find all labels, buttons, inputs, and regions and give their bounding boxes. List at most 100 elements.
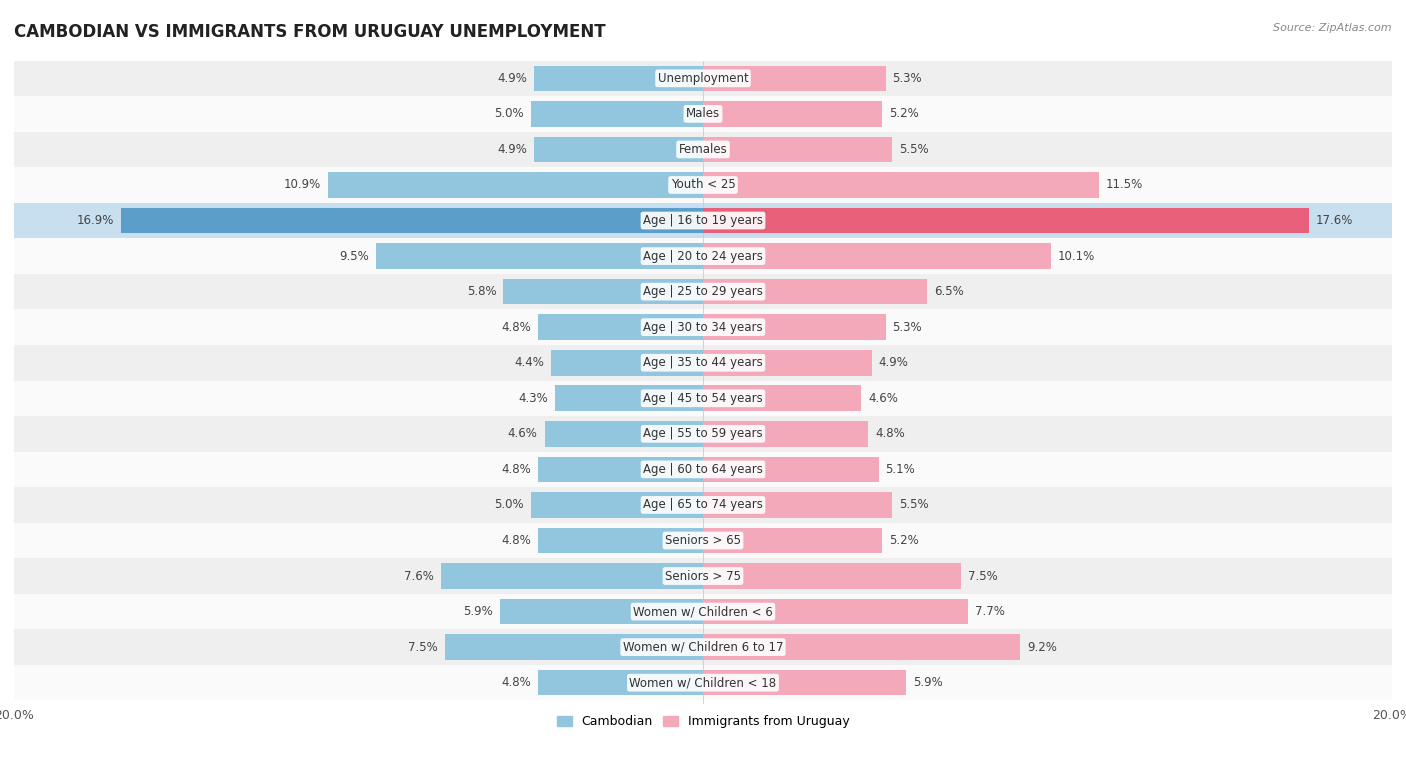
Bar	[703, 528, 882, 553]
Text: Age | 20 to 24 years: Age | 20 to 24 years	[643, 250, 763, 263]
Bar	[531, 492, 703, 518]
Bar	[703, 207, 1309, 233]
Bar	[499, 599, 703, 625]
Bar	[703, 314, 886, 340]
Bar	[537, 528, 703, 553]
Text: 5.9%: 5.9%	[463, 605, 494, 618]
Bar	[14, 274, 1392, 310]
Text: 9.2%: 9.2%	[1026, 640, 1057, 653]
Bar	[14, 416, 1392, 452]
Text: Source: ZipAtlas.com: Source: ZipAtlas.com	[1274, 23, 1392, 33]
Bar	[703, 599, 969, 625]
Bar	[703, 136, 893, 162]
Bar	[14, 452, 1392, 488]
Bar	[555, 385, 703, 411]
Bar	[534, 66, 703, 91]
Text: Unemployment: Unemployment	[658, 72, 748, 85]
Text: 4.8%: 4.8%	[501, 463, 531, 476]
Text: 4.3%: 4.3%	[519, 392, 548, 405]
Text: 5.5%: 5.5%	[900, 498, 929, 512]
Bar	[551, 350, 703, 375]
Bar	[14, 238, 1392, 274]
Text: Age | 60 to 64 years: Age | 60 to 64 years	[643, 463, 763, 476]
Bar	[14, 310, 1392, 345]
Bar	[444, 634, 703, 660]
Text: 6.5%: 6.5%	[934, 285, 963, 298]
Bar	[14, 593, 1392, 629]
Bar	[531, 101, 703, 126]
Text: Age | 35 to 44 years: Age | 35 to 44 years	[643, 357, 763, 369]
Text: 5.0%: 5.0%	[495, 107, 524, 120]
Text: 7.6%: 7.6%	[405, 569, 434, 583]
Text: CAMBODIAN VS IMMIGRANTS FROM URUGUAY UNEMPLOYMENT: CAMBODIAN VS IMMIGRANTS FROM URUGUAY UNE…	[14, 23, 606, 41]
Text: Women w/ Children < 6: Women w/ Children < 6	[633, 605, 773, 618]
Text: Women w/ Children < 18: Women w/ Children < 18	[630, 676, 776, 689]
Text: 10.1%: 10.1%	[1057, 250, 1095, 263]
Text: 4.8%: 4.8%	[501, 676, 531, 689]
Text: Age | 45 to 54 years: Age | 45 to 54 years	[643, 392, 763, 405]
Text: 4.6%: 4.6%	[869, 392, 898, 405]
Bar	[703, 670, 907, 696]
Bar	[703, 492, 893, 518]
Text: 5.0%: 5.0%	[495, 498, 524, 512]
Bar	[544, 421, 703, 447]
Text: Age | 30 to 34 years: Age | 30 to 34 years	[643, 321, 763, 334]
Bar	[703, 563, 962, 589]
Bar	[703, 243, 1050, 269]
Text: 10.9%: 10.9%	[284, 179, 321, 192]
Bar	[703, 456, 879, 482]
Bar	[534, 136, 703, 162]
Text: 5.2%: 5.2%	[889, 534, 918, 547]
Text: 4.8%: 4.8%	[875, 428, 905, 441]
Text: 4.9%: 4.9%	[498, 72, 527, 85]
Bar	[703, 350, 872, 375]
Bar	[375, 243, 703, 269]
Text: 5.3%: 5.3%	[893, 72, 922, 85]
Bar	[121, 207, 703, 233]
Text: Age | 65 to 74 years: Age | 65 to 74 years	[643, 498, 763, 512]
Text: 4.8%: 4.8%	[501, 534, 531, 547]
Bar	[14, 558, 1392, 593]
Bar	[14, 132, 1392, 167]
Text: 7.7%: 7.7%	[976, 605, 1005, 618]
Bar	[537, 670, 703, 696]
Text: Seniors > 75: Seniors > 75	[665, 569, 741, 583]
Text: 4.6%: 4.6%	[508, 428, 537, 441]
Text: Females: Females	[679, 143, 727, 156]
Bar	[703, 101, 882, 126]
Bar	[14, 203, 1392, 238]
Text: 16.9%: 16.9%	[76, 214, 114, 227]
Bar	[537, 456, 703, 482]
Bar	[14, 665, 1392, 700]
Text: 7.5%: 7.5%	[408, 640, 437, 653]
Bar	[14, 96, 1392, 132]
Bar	[703, 634, 1019, 660]
Bar	[14, 488, 1392, 522]
Bar	[14, 522, 1392, 558]
Text: 5.9%: 5.9%	[912, 676, 943, 689]
Bar	[537, 314, 703, 340]
Bar	[703, 279, 927, 304]
Bar	[703, 172, 1099, 198]
Text: 5.1%: 5.1%	[886, 463, 915, 476]
Text: 4.9%: 4.9%	[879, 357, 908, 369]
Text: 5.3%: 5.3%	[893, 321, 922, 334]
Bar	[14, 345, 1392, 381]
Text: 9.5%: 9.5%	[339, 250, 368, 263]
Legend: Cambodian, Immigrants from Uruguay: Cambodian, Immigrants from Uruguay	[551, 710, 855, 733]
Text: Males: Males	[686, 107, 720, 120]
Text: Women w/ Children 6 to 17: Women w/ Children 6 to 17	[623, 640, 783, 653]
Text: 4.4%: 4.4%	[515, 357, 544, 369]
Bar	[703, 66, 886, 91]
Bar	[703, 421, 869, 447]
Bar	[703, 385, 862, 411]
Text: 5.8%: 5.8%	[467, 285, 496, 298]
Bar	[14, 167, 1392, 203]
Bar	[503, 279, 703, 304]
Bar	[14, 629, 1392, 665]
Text: Age | 25 to 29 years: Age | 25 to 29 years	[643, 285, 763, 298]
Text: Youth < 25: Youth < 25	[671, 179, 735, 192]
Bar	[14, 381, 1392, 416]
Text: 17.6%: 17.6%	[1316, 214, 1354, 227]
Bar	[14, 61, 1392, 96]
